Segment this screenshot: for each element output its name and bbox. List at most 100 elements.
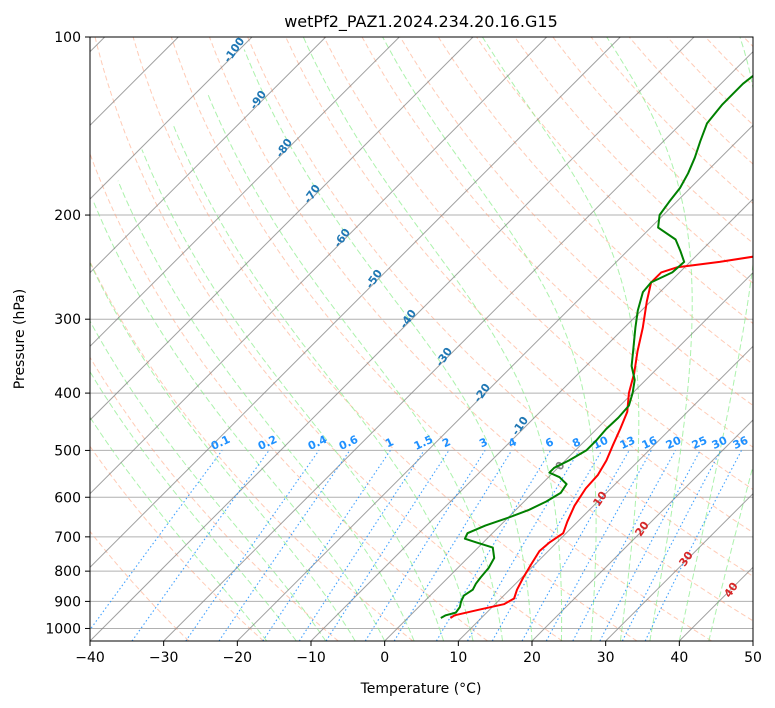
isotherm-label: -60 (331, 226, 353, 250)
isotherm-label: -30 (433, 345, 455, 369)
dry-adiabat (90, 356, 339, 641)
sounding-profiles (440, 74, 753, 619)
mixing-ratio-label: 1.5 (412, 433, 435, 453)
mixing-ratio-line (185, 450, 320, 641)
dry-adiabat (514, 37, 753, 284)
y-tick-label: 1000 (45, 621, 81, 637)
x-tick-label: −30 (149, 650, 179, 666)
dry-adiabat (590, 37, 753, 205)
dry-adiabat (742, 37, 753, 48)
mixing-ratio-line (131, 450, 270, 641)
x-tick-label: 50 (744, 650, 762, 666)
dewpoint-profile (440, 74, 753, 619)
mixing-ratio-label: 0.6 (337, 433, 360, 453)
mixing-ratio-label: 6 (543, 435, 556, 450)
isotherm-line (752, 640, 753, 641)
x-tick-label: −10 (296, 650, 326, 666)
isotherm-line (310, 198, 753, 641)
moist-adiabat (678, 37, 753, 641)
moist-adiabat (117, 180, 415, 641)
mixing-ratio-label: 8 (570, 435, 582, 450)
mixing-ratio-label: 3 (477, 435, 489, 450)
mixing-ratio-label: 0.4 (306, 433, 329, 453)
mixing-ratio-label: 20 (664, 434, 684, 452)
dry-adiabat (399, 37, 753, 407)
moist-adiabat (207, 94, 503, 641)
mixing-ratio-line (393, 450, 513, 641)
x-tick-label: 0 (380, 650, 389, 666)
isotherm-label: -70 (301, 182, 323, 206)
mixing-ratio-label: 0.2 (256, 433, 279, 453)
warm-isotherm-label: 20 (632, 519, 652, 539)
mixing-ratio-line (262, 450, 391, 641)
x-tick-label: −40 (75, 650, 105, 666)
isotherm-line (457, 345, 753, 641)
x-tick-label: 30 (597, 650, 615, 666)
moist-adiabat (90, 370, 297, 641)
isotherm-line (605, 492, 753, 641)
dry-adiabat (704, 37, 753, 87)
dry-adiabat (475, 37, 753, 325)
dry-adiabat (437, 37, 753, 365)
y-tick-label: 500 (54, 443, 81, 459)
mixing-ratio-label: 36 (731, 434, 751, 452)
isotherm-label: -10 (509, 414, 531, 438)
mixing-ratio-label: 10 (591, 434, 611, 452)
dry-adiabat (90, 260, 414, 641)
dry-adiabat (323, 37, 753, 491)
y-tick-label: 600 (54, 490, 81, 506)
moist-adiabat (90, 320, 327, 641)
x-tick-label: 20 (523, 650, 541, 666)
isotherm-line (90, 37, 253, 200)
y-axis-label: Pressure (hPa) (12, 289, 28, 389)
isotherm-line (90, 37, 400, 348)
dry-adiabat (90, 530, 190, 641)
dry-adiabat (666, 37, 753, 126)
mixing-ratio-line (90, 450, 223, 631)
temperature-profile (449, 255, 753, 619)
mixing-ratio-line (298, 450, 425, 641)
mixing-ratio-line (218, 450, 351, 641)
dry-adiabat (247, 37, 753, 577)
moist-adiabat (481, 37, 640, 641)
isotherm-label: -20 (471, 381, 493, 405)
moist-adiabat (141, 149, 445, 641)
y-tick-label: 300 (54, 312, 81, 328)
mixing-ratio-line (521, 450, 630, 641)
moist-adiabat (606, 37, 693, 641)
isotherm-line (90, 37, 327, 274)
dry-adiabat (361, 37, 753, 448)
isotherm-line (678, 566, 753, 641)
mixing-ratio-line (572, 450, 676, 641)
isotherm-line (90, 37, 621, 569)
warm-isotherm-label: 30 (676, 549, 696, 569)
dry-adiabat (90, 445, 264, 641)
mixing-ratio-label: 30 (710, 434, 730, 452)
mixing-ratio-label: 4 (506, 435, 519, 450)
moist-adiabat (90, 261, 356, 641)
isotherm-label: -100 (221, 35, 248, 65)
x-axis: −40 −30 −20 −10 0 10 20 30 40 50 (75, 641, 762, 666)
mixing-ratio-line (545, 450, 652, 641)
isotherm-label: -90 (247, 88, 269, 112)
x-tick-label: 10 (449, 650, 467, 666)
mixing-ratio-label: 1 (383, 435, 395, 450)
chart-title: wetPf2_PAZ1.2024.234.20.16.G15 (284, 12, 558, 32)
isotherm-line (236, 124, 753, 641)
mixing-ratio-line (621, 450, 722, 641)
y-tick-label: 700 (54, 530, 81, 546)
isotherm-line (90, 37, 474, 421)
moist-adiabat (302, 37, 563, 641)
mixing-ratio-label: 0.1 (209, 433, 232, 453)
dry-adiabat (90, 152, 488, 641)
x-tick-label: 40 (670, 650, 688, 666)
moist-adiabat (172, 123, 474, 641)
mixing-ratio-label: 13 (618, 434, 637, 452)
isotherm-line (90, 37, 548, 495)
mixing-ratio-label: 2 (440, 435, 452, 450)
isotherm-label: -40 (397, 307, 419, 331)
isotherm-label: -80 (273, 136, 295, 160)
y-tick-label: 100 (54, 30, 81, 46)
